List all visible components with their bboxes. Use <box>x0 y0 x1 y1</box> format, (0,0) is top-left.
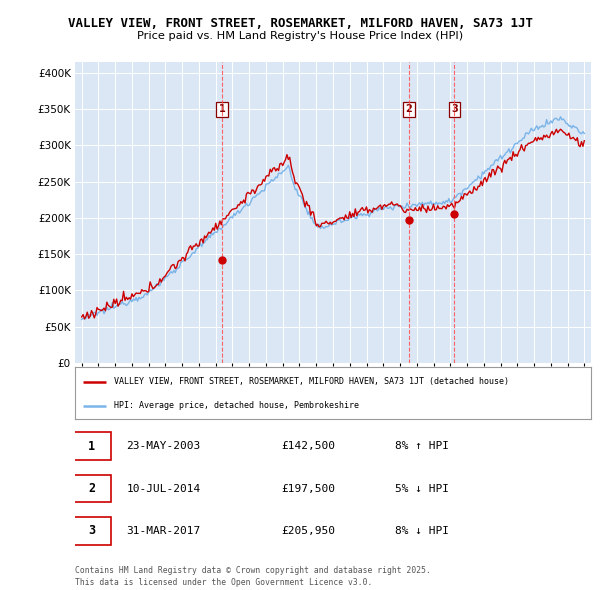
FancyBboxPatch shape <box>73 432 111 460</box>
Text: VALLEY VIEW, FRONT STREET, ROSEMARKET, MILFORD HAVEN, SA73 1JT (detached house): VALLEY VIEW, FRONT STREET, ROSEMARKET, M… <box>114 377 509 386</box>
Text: £142,500: £142,500 <box>281 441 335 451</box>
Text: HPI: Average price, detached house, Pembrokeshire: HPI: Average price, detached house, Pemb… <box>114 401 359 411</box>
Text: 3: 3 <box>451 104 458 114</box>
Text: 31-MAR-2017: 31-MAR-2017 <box>127 526 201 536</box>
Text: 3: 3 <box>88 525 95 537</box>
Text: £197,500: £197,500 <box>281 484 335 493</box>
Text: 8% ↓ HPI: 8% ↓ HPI <box>395 526 449 536</box>
Text: 1: 1 <box>219 104 226 114</box>
Text: £205,950: £205,950 <box>281 526 335 536</box>
FancyBboxPatch shape <box>73 517 111 545</box>
Text: 23-MAY-2003: 23-MAY-2003 <box>127 441 201 451</box>
FancyBboxPatch shape <box>73 475 111 502</box>
Text: Contains HM Land Registry data © Crown copyright and database right 2025.
This d: Contains HM Land Registry data © Crown c… <box>75 566 431 587</box>
Text: 1: 1 <box>88 440 95 453</box>
Text: VALLEY VIEW, FRONT STREET, ROSEMARKET, MILFORD HAVEN, SA73 1JT: VALLEY VIEW, FRONT STREET, ROSEMARKET, M… <box>67 17 533 30</box>
Text: 2: 2 <box>406 104 412 114</box>
Text: 8% ↑ HPI: 8% ↑ HPI <box>395 441 449 451</box>
Text: 5% ↓ HPI: 5% ↓ HPI <box>395 484 449 493</box>
Text: 2: 2 <box>88 482 95 495</box>
Text: Price paid vs. HM Land Registry's House Price Index (HPI): Price paid vs. HM Land Registry's House … <box>137 31 463 41</box>
Text: 10-JUL-2014: 10-JUL-2014 <box>127 484 201 493</box>
